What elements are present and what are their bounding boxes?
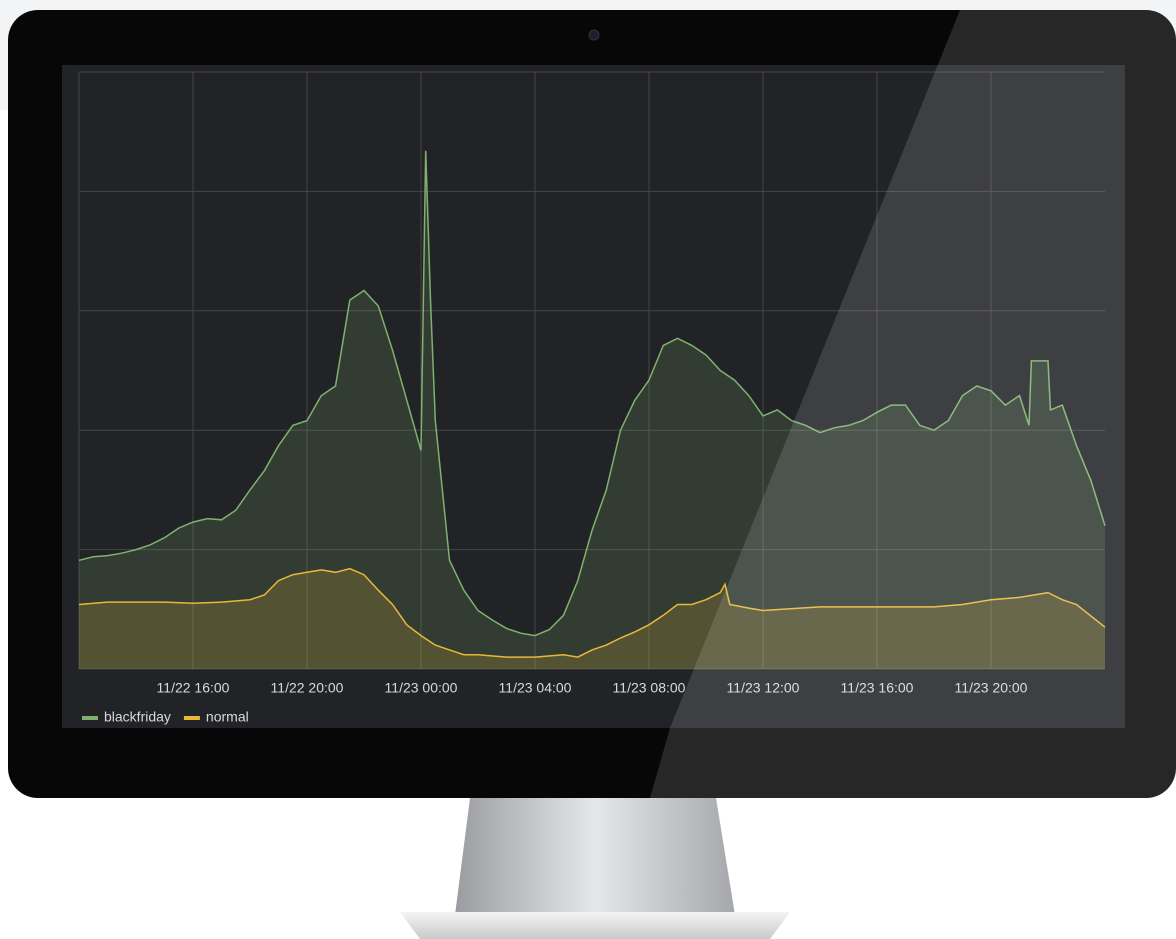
legend-label: blackfriday — [104, 709, 171, 725]
page: 11/22 16:00 11/22 20:00 11/23 00:00 11/23 0… — [0, 0, 1176, 939]
x-tick-label: 11/23 04:00 — [499, 680, 572, 696]
monitor-scene: 11/22 16:00 11/22 20:00 11/23 00:00 11/23 0… — [0, 0, 1176, 939]
stand-base — [400, 912, 790, 939]
stand — [455, 798, 735, 915]
x-tick-label: 11/23 00:00 — [385, 680, 458, 696]
x-tick-label: 11/22 20:00 — [271, 680, 344, 696]
legend-label: normal — [206, 709, 249, 725]
x-tick-label: 11/23 08:00 — [613, 680, 686, 696]
camera — [589, 30, 599, 40]
x-tick-label: 11/22 16:00 — [157, 680, 230, 696]
